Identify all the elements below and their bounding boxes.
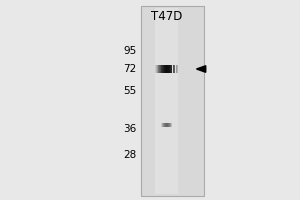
Bar xyxy=(162,65,163,73)
Text: 55: 55 xyxy=(123,86,136,96)
Bar xyxy=(165,65,166,73)
Bar xyxy=(141,6,204,196)
Bar xyxy=(161,123,162,127)
Bar xyxy=(162,123,163,127)
Bar xyxy=(170,123,171,127)
Bar xyxy=(158,65,159,73)
Bar xyxy=(156,65,157,73)
Text: T47D: T47D xyxy=(151,10,182,23)
Bar xyxy=(167,123,168,127)
Bar xyxy=(157,65,158,73)
Polygon shape xyxy=(196,66,206,72)
Text: 95: 95 xyxy=(123,46,136,56)
Bar xyxy=(163,123,164,127)
Bar xyxy=(161,65,162,73)
Bar xyxy=(166,123,167,127)
Text: 72: 72 xyxy=(123,64,136,74)
Bar xyxy=(169,123,170,127)
Bar xyxy=(165,123,166,127)
Bar xyxy=(176,65,177,73)
Bar xyxy=(171,123,172,127)
Bar xyxy=(164,123,165,127)
Bar xyxy=(167,65,168,73)
Bar xyxy=(160,65,161,73)
Bar xyxy=(168,65,169,73)
Bar xyxy=(177,65,178,73)
Bar xyxy=(163,65,164,73)
Bar xyxy=(170,65,171,73)
Text: 28: 28 xyxy=(123,150,136,160)
Bar xyxy=(155,8,178,194)
Bar xyxy=(169,123,170,127)
Bar xyxy=(171,65,172,73)
Bar xyxy=(173,65,174,73)
Bar xyxy=(159,65,160,73)
Bar xyxy=(174,65,175,73)
Bar xyxy=(172,65,173,73)
Bar xyxy=(164,65,165,73)
Bar xyxy=(175,65,176,73)
Bar xyxy=(155,65,156,73)
Bar xyxy=(169,65,170,73)
Bar xyxy=(168,123,169,127)
Text: 36: 36 xyxy=(123,124,136,134)
